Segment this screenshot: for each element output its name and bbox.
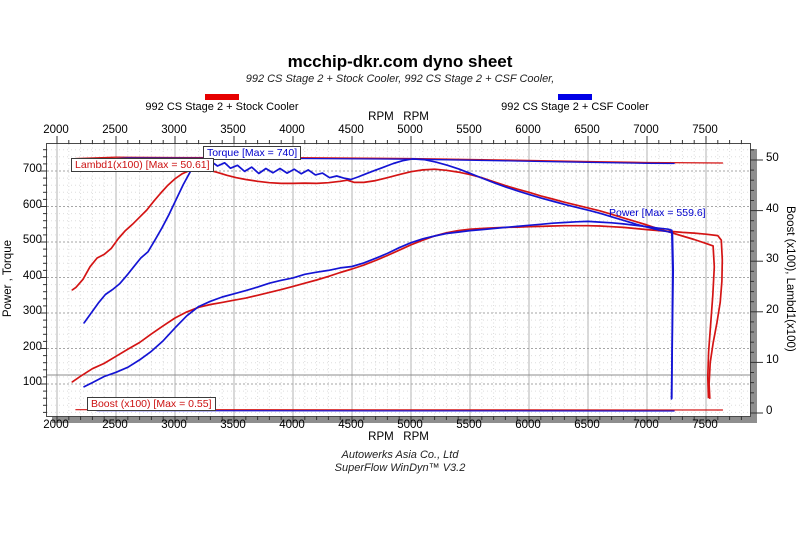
annotation-torque-max: Torque [Max = 740] xyxy=(202,146,302,161)
x-tick-top-6500: 6500 xyxy=(574,124,600,136)
x-tick-bottom-2000: 2000 xyxy=(43,419,69,431)
plot-svg xyxy=(40,136,763,425)
x-tick-top-3500: 3500 xyxy=(220,124,246,136)
x-axis-top-tick-labels: 2000 2500 3000 3500 4000 4500 5000 5500 6000 6500… xyxy=(0,124,800,138)
x-tick-bottom-5000: 5000 xyxy=(397,419,423,431)
x-axis-title-top: RPM RPM xyxy=(368,111,429,123)
left-axis-tick-labels: 100 200 300 400 500 600 700 xyxy=(0,0,44,534)
series-torque-stock-cooler xyxy=(71,168,716,399)
left-tick-200: 200 xyxy=(22,340,42,353)
left-tick-500: 500 xyxy=(22,234,42,246)
annotation-power-max: Power [Max = 559.6] xyxy=(609,207,706,220)
legend-label-stock-cooler: 992 CS Stage 2 + Stock Cooler xyxy=(145,101,299,113)
legend-swatch-blue xyxy=(558,94,592,100)
right-axis-tick-labels: 0 10 20 30 40 50 xyxy=(762,0,798,534)
legend-item-stock-cooler: 992 CS Stage 2 + Stock Cooler xyxy=(142,94,302,113)
right-tick-40: 40 xyxy=(766,202,779,215)
x-tick-bottom-4000: 4000 xyxy=(279,419,305,431)
right-tick-50: 50 xyxy=(766,152,779,164)
x-tick-top-4000: 4000 xyxy=(279,124,305,136)
x-tick-top-5000: 5000 xyxy=(397,124,423,136)
series-torque-csf-cooler xyxy=(83,157,675,400)
x-tick-bottom-6000: 6000 xyxy=(515,419,541,431)
right-axis-title: Boost (x100), Lambd1(x100) xyxy=(784,206,796,352)
x-tick-bottom-5500: 5500 xyxy=(456,419,482,431)
x-axis-bottom-tick-labels: 2000 2500 3000 3500 4000 4500 5000 5500 6000 6500… xyxy=(0,419,800,433)
annotation-lambda-max: Lambd1(x100) [Max = 50.61] xyxy=(71,157,214,172)
page-subtitle: 992 CS Stage 2 + Stock Cooler, 992 CS St… xyxy=(245,73,555,85)
x-tick-bottom-6500: 6500 xyxy=(574,419,600,431)
x-tick-top-3000: 3000 xyxy=(161,124,187,136)
footer-company: Autowerks Asia Co., Ltd xyxy=(341,449,459,461)
page-title: mcchip-dkr.com dyno sheet xyxy=(287,52,513,71)
x-tick-top-7500: 7500 xyxy=(692,124,718,136)
left-tick-300: 300 xyxy=(22,305,42,317)
x-tick-top-2500: 2500 xyxy=(102,124,128,136)
footer-software: SuperFlow WinDyn™ V3.2 xyxy=(334,462,466,474)
x-tick-top-7000: 7000 xyxy=(633,124,659,136)
x-tick-bottom-7500: 7500 xyxy=(692,419,718,431)
left-tick-100: 100 xyxy=(22,376,42,388)
series-power-stock-cooler xyxy=(71,224,724,400)
x-tick-bottom-3500: 3500 xyxy=(220,419,246,431)
x-tick-bottom-7000: 7000 xyxy=(633,419,659,431)
right-tick-20: 20 xyxy=(766,303,779,316)
left-tick-400: 400 xyxy=(22,269,42,282)
x-tick-top-6000: 6000 xyxy=(515,124,541,136)
x-tick-bottom-3000: 3000 xyxy=(161,419,187,431)
x-tick-top-4500: 4500 xyxy=(338,124,364,136)
left-tick-700: 700 xyxy=(22,163,42,175)
x-tick-bottom-4500: 4500 xyxy=(338,419,364,431)
x-tick-bottom-2500: 2500 xyxy=(102,419,128,431)
plot-area: Torque [Max = 740] Lambd1(x100) [Max = 50… xyxy=(40,136,763,425)
right-tick-0: 0 xyxy=(766,405,773,417)
annotation-boost-max: Boost (x100) [Max = 0.55] xyxy=(86,396,216,411)
legend-swatch-red xyxy=(205,94,239,100)
right-tick-30: 30 xyxy=(766,253,779,266)
legend-item-csf-cooler: 992 CS Stage 2 + CSF Cooler xyxy=(495,94,655,113)
legend-label-csf-cooler: 992 CS Stage 2 + CSF Cooler xyxy=(501,101,649,113)
left-tick-600: 600 xyxy=(22,198,42,211)
right-tick-10: 10 xyxy=(766,354,779,367)
x-axis-title-bottom: RPM RPM xyxy=(368,431,429,443)
x-tick-top-5500: 5500 xyxy=(456,124,482,136)
x-tick-top-2000: 2000 xyxy=(43,124,69,136)
series-power-csf-cooler xyxy=(83,220,674,400)
